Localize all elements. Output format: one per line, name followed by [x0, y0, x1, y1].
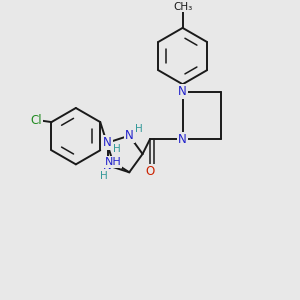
- Text: Cl: Cl: [30, 113, 42, 127]
- Text: H: H: [135, 124, 142, 134]
- Text: H: H: [112, 145, 120, 154]
- Text: N: N: [178, 85, 187, 98]
- Text: NH: NH: [105, 157, 121, 167]
- Text: N: N: [103, 136, 112, 149]
- Text: CH₃: CH₃: [173, 2, 192, 11]
- Text: N: N: [103, 159, 112, 172]
- Text: H: H: [100, 171, 108, 181]
- Text: O: O: [146, 165, 154, 178]
- Text: N: N: [178, 133, 187, 146]
- Text: N: N: [125, 129, 134, 142]
